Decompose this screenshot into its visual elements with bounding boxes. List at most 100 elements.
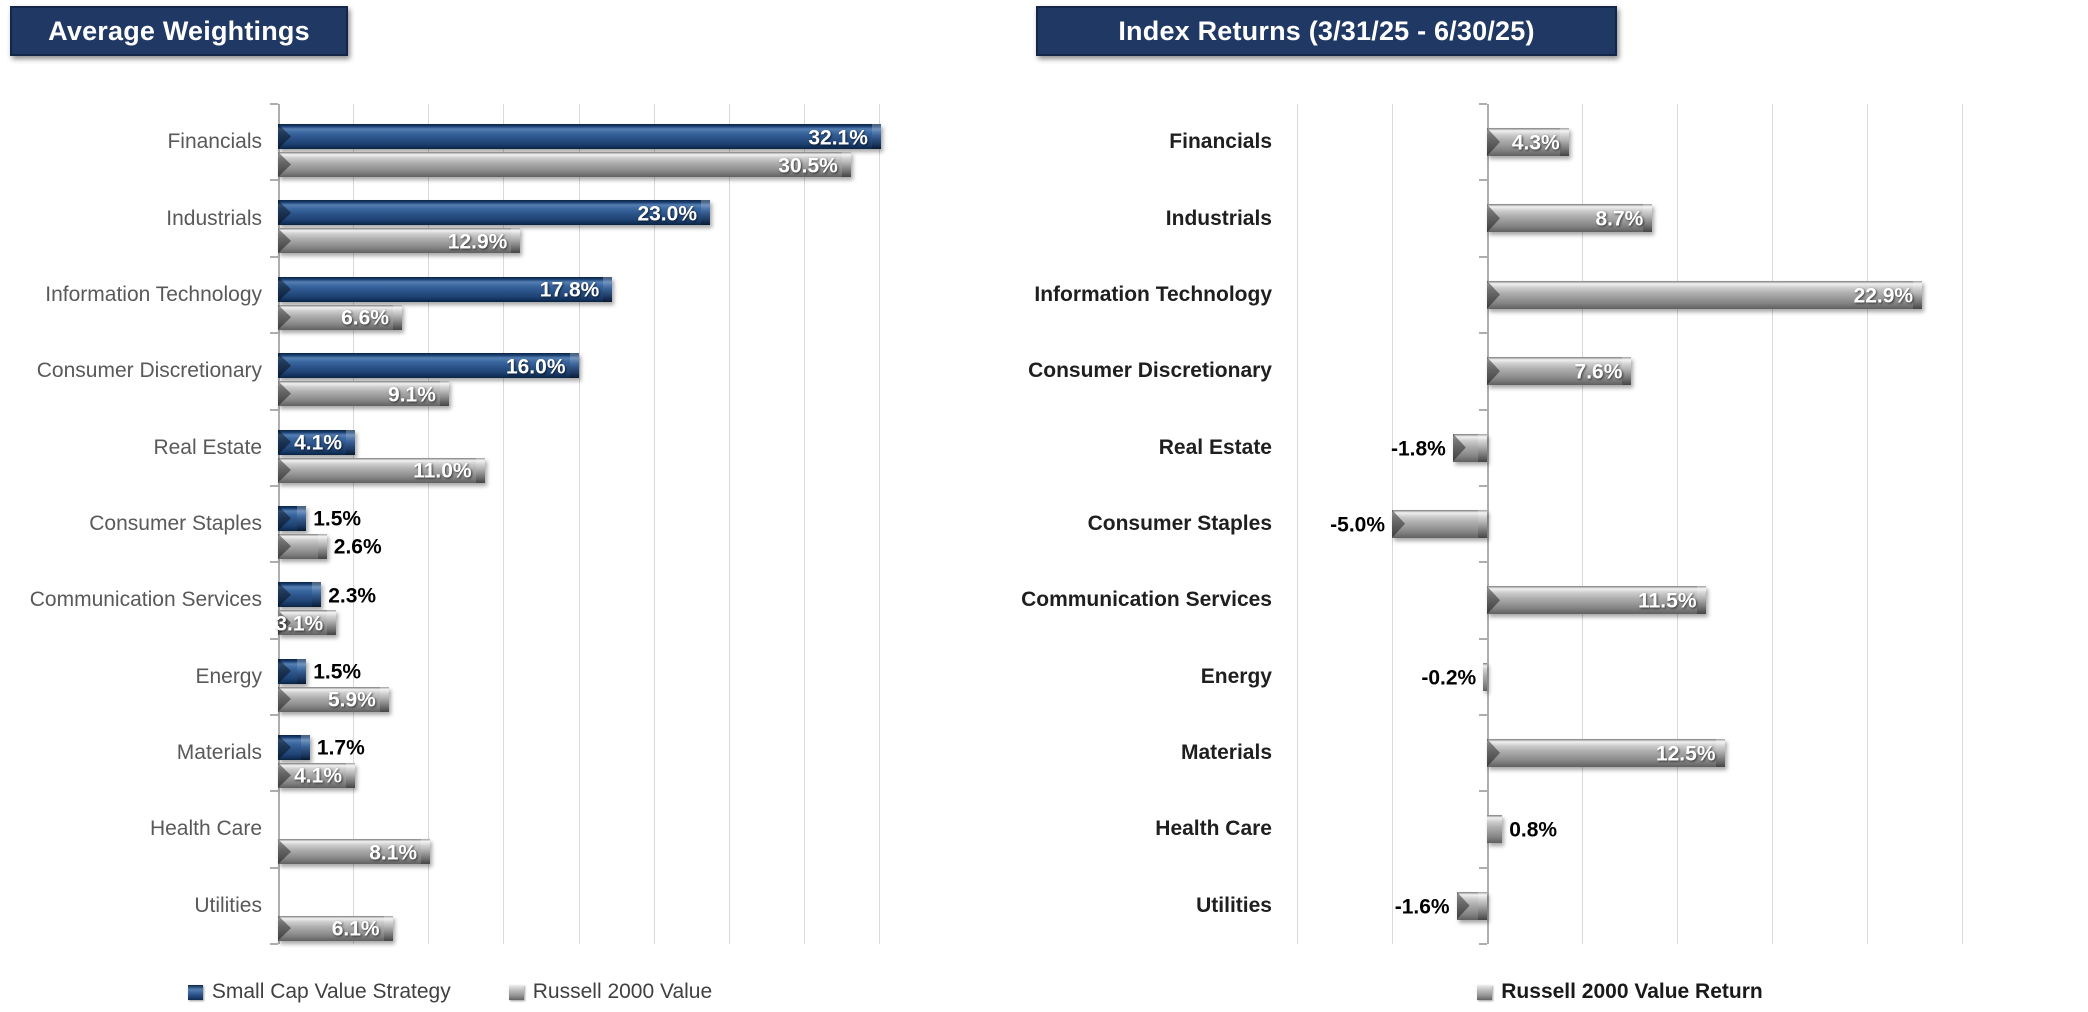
gridline xyxy=(1867,104,1868,944)
bar-value-label: 1.5% xyxy=(313,660,362,684)
category-label: Consumer Staples xyxy=(89,511,262,535)
gridline xyxy=(1582,104,1583,944)
axis-tick xyxy=(1479,408,1487,411)
axis-tick xyxy=(270,637,278,640)
category-label: Consumer Discretionary xyxy=(1028,359,1272,383)
axis-tick xyxy=(1479,103,1487,105)
bar-russell-2000-value xyxy=(278,533,327,559)
bar-value-label: 4.3% xyxy=(1511,131,1560,155)
bar-value-label: 11.5% xyxy=(1638,589,1697,613)
bar-value-label: 11.0% xyxy=(413,459,472,483)
legend-item-russell-2000-value-return: Russell 2000 Value Return xyxy=(1477,980,1763,1004)
axis-tick xyxy=(1479,179,1487,182)
category-label: Energy xyxy=(1200,664,1272,688)
axis-tick xyxy=(1479,866,1487,869)
gridline xyxy=(353,104,355,944)
bar-value-label: 8.1% xyxy=(369,841,418,865)
gridline xyxy=(1677,104,1678,944)
bar-value-label: 22.9% xyxy=(1853,284,1914,308)
bar-value-label: 12.9% xyxy=(447,230,508,254)
gridline xyxy=(428,104,430,944)
category-label: Utilities xyxy=(194,893,262,917)
bar-russell-2000-value xyxy=(278,381,449,407)
legend-item-russell-2000-value: Russell 2000 Value xyxy=(508,980,713,1004)
bar-russell-2000-value xyxy=(278,686,389,712)
bar-russell-2000-value-return xyxy=(1392,509,1487,538)
bar-small-cap-value-strategy xyxy=(278,582,322,608)
gridline xyxy=(728,104,730,944)
axis-tick xyxy=(270,332,278,335)
gridline xyxy=(653,104,655,944)
axis-tick xyxy=(1479,484,1487,487)
bar-value-label: 7.6% xyxy=(1574,360,1623,384)
gray-series-marker-icon xyxy=(508,984,524,1000)
blue-series-marker-icon xyxy=(187,984,203,1000)
bar-russell-2000-value-return xyxy=(1456,891,1488,920)
category-label: Industrials xyxy=(166,206,262,230)
bar-russell-2000-value-return xyxy=(1487,815,1503,844)
legend-item-small-cap-value-strategy: Small Cap Value Strategy xyxy=(187,980,451,1004)
bar-russell-2000-value-return xyxy=(1452,433,1488,462)
bar-russell-2000-value-return xyxy=(1487,357,1632,386)
bar-value-label: -5.0% xyxy=(1330,513,1385,537)
category-label: Health Care xyxy=(1155,817,1272,841)
axis-tick xyxy=(270,713,278,716)
bar-value-label: 1.5% xyxy=(313,507,362,531)
axis-tick xyxy=(1479,637,1487,640)
bar-value-label: -1.8% xyxy=(1390,437,1446,460)
bar-value-label: 4.1% xyxy=(294,431,342,455)
axis-tick xyxy=(270,943,278,945)
category-label: Energy xyxy=(195,664,262,688)
legend-label: Russell 2000 Value Return xyxy=(1501,980,1763,1003)
bar-value-label: 17.8% xyxy=(539,278,600,302)
axis-tick xyxy=(1479,713,1487,716)
gridline xyxy=(1962,104,1963,944)
bar-value-label: 8.7% xyxy=(1595,207,1644,231)
category-label: Financials xyxy=(167,130,262,154)
axis-tick xyxy=(270,866,278,869)
gridline xyxy=(503,104,505,944)
legend-label: Russell 2000 Value xyxy=(532,980,713,1003)
bar-russell-2000-value xyxy=(278,457,485,483)
category-label: Real Estate xyxy=(153,435,262,459)
bar-value-label: 0.8% xyxy=(1509,818,1558,842)
bar-value-label: 4.1% xyxy=(294,764,342,788)
bar-russell-2000-value xyxy=(278,304,402,330)
bar-value-label: 12.5% xyxy=(1655,742,1716,766)
axis-tick xyxy=(1479,790,1487,793)
bar-russell-2000-value xyxy=(278,610,337,636)
bar-value-label: 30.5% xyxy=(778,154,838,177)
axis-tick xyxy=(1479,561,1487,564)
axis-tick xyxy=(1479,255,1487,258)
legend-label: Small Cap Value Strategy xyxy=(211,980,451,1003)
bar-small-cap-value-strategy xyxy=(278,353,579,379)
axis-tick xyxy=(1479,943,1487,945)
category-label: Information Technology xyxy=(45,282,262,306)
bar-value-label: 5.9% xyxy=(327,688,376,712)
left-chart-legend: Small Cap Value Strategy Russell 2000 Va… xyxy=(10,975,890,1009)
bar-value-label: 2.6% xyxy=(333,535,382,559)
bar-russell-2000-value xyxy=(278,228,521,254)
bar-russell-2000-value xyxy=(278,839,431,865)
category-label: Consumer Staples xyxy=(1087,511,1272,535)
bar-russell-2000-value-return xyxy=(1487,586,1706,615)
category-label: Real Estate xyxy=(1158,435,1272,459)
bar-value-label: 1.7% xyxy=(316,736,365,760)
bar-value-label: 6.6% xyxy=(341,306,389,330)
category-label: Communication Services xyxy=(1021,588,1272,612)
bar-value-label: 23.0% xyxy=(637,202,697,226)
bar-russell-2000-value-return xyxy=(1487,204,1653,233)
gridline xyxy=(1297,104,1298,944)
right-chart-title: Index Returns (3/31/25 - 6/30/25) xyxy=(1036,6,1617,56)
category-label: Utilities xyxy=(1196,893,1272,917)
bar-russell-2000-value xyxy=(278,915,393,941)
right-chart-legend: Russell 2000 Value Return xyxy=(1270,975,1970,1009)
bar-small-cap-value-strategy xyxy=(278,124,881,149)
axis-tick xyxy=(270,255,278,258)
axis-tick xyxy=(270,484,278,487)
bar-value-label: -1.6% xyxy=(1394,895,1450,919)
bar-small-cap-value-strategy xyxy=(278,658,307,684)
